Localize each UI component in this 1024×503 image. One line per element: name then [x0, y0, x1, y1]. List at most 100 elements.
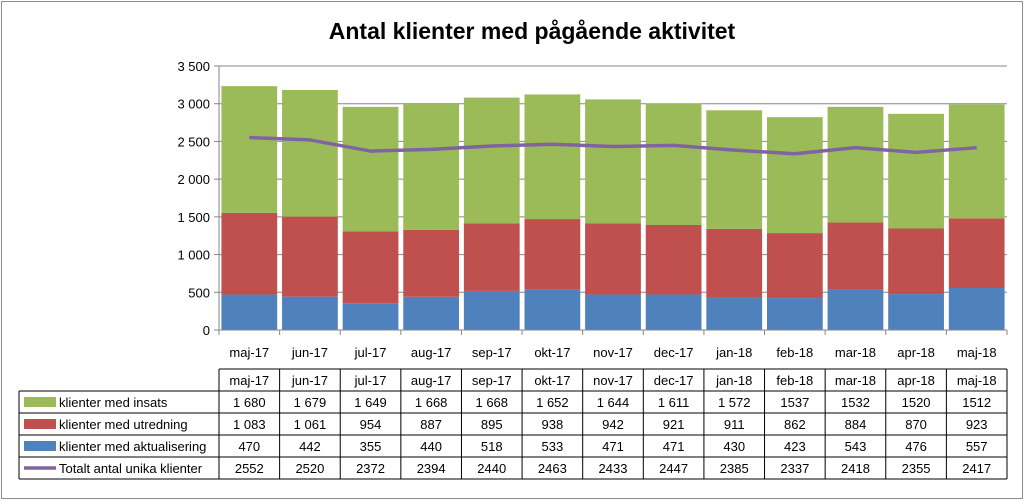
legend-swatch [24, 441, 56, 451]
x-tick-label: jan-18 [715, 345, 752, 360]
table-value-cell: 355 [360, 439, 382, 454]
y-tick-label: 0 [203, 323, 210, 338]
table-value-cell: 887 [420, 417, 442, 432]
table-value-cell: 1512 [962, 395, 991, 410]
bar-segment [888, 113, 944, 229]
legend-label: klienter med insats [59, 395, 168, 410]
table-value-cell: 921 [663, 417, 685, 432]
bar-segment [463, 290, 520, 330]
bar-segment [827, 222, 884, 290]
bar-segment [888, 294, 944, 330]
bar-segment [585, 99, 641, 224]
x-tick-label: maj-18 [957, 345, 997, 360]
table-value-cell: 1520 [902, 395, 931, 410]
table-value-cell: 2552 [235, 461, 264, 476]
table-header-cell: jun-17 [291, 373, 328, 388]
legend-label: klienter med aktualisering [59, 439, 206, 454]
table-value-cell: 2385 [720, 461, 749, 476]
x-tick-label: aug-17 [411, 345, 451, 360]
bar-segment [463, 97, 520, 224]
y-tick-label: 2 000 [177, 172, 210, 187]
bar-segment [827, 289, 884, 330]
legend-label: Totalt antal unika klienter [59, 461, 203, 476]
bar-segment [766, 298, 823, 330]
x-tick-label: mar-18 [835, 345, 876, 360]
table-value-cell: 1 652 [536, 395, 569, 410]
y-tick-label: 3 500 [177, 59, 210, 74]
table-value-cell: 423 [784, 439, 806, 454]
bar-segment [524, 289, 581, 330]
table-value-cell: 518 [481, 439, 503, 454]
x-tick-label: maj-17 [229, 345, 269, 360]
table-value-cell: 1 668 [475, 395, 508, 410]
table-value-cell: 2372 [356, 461, 385, 476]
table-header-cell: aug-17 [411, 373, 451, 388]
table-value-cell: 895 [481, 417, 503, 432]
x-tick-label: okt-17 [534, 345, 570, 360]
bar-segment [282, 216, 338, 297]
bar-segment [766, 117, 823, 234]
table-value-cell: 2440 [477, 461, 506, 476]
table-header-cell: dec-17 [654, 373, 694, 388]
table-header-cell: apr-18 [897, 373, 935, 388]
table-header-cell: jan-18 [715, 373, 752, 388]
bar-segment [645, 225, 702, 295]
table-value-cell: 430 [723, 439, 745, 454]
bar-segment [706, 297, 763, 330]
bar-segment [888, 228, 944, 295]
bar-segment [342, 231, 399, 304]
bar-segment [221, 86, 278, 213]
table-value-cell: 2520 [295, 461, 324, 476]
x-tick-label: dec-17 [654, 345, 694, 360]
total-line-path [249, 135, 977, 156]
table-value-cell: 2337 [780, 461, 809, 476]
bar-segment [948, 104, 1005, 219]
table-value-cell: 2433 [599, 461, 628, 476]
bar-segment [948, 218, 1005, 288]
x-tick-label: jul-17 [354, 345, 387, 360]
total-line [249, 135, 977, 156]
table-header-cell: sep-17 [472, 373, 512, 388]
table-value-cell: 1 679 [294, 395, 327, 410]
x-tick-label: nov-17 [593, 345, 633, 360]
y-tick-label: 2 500 [177, 134, 210, 149]
table-header-cell: feb-18 [776, 373, 813, 388]
table-value-cell: 870 [905, 417, 927, 432]
y-tick-label: 3 000 [177, 97, 210, 112]
table-value-cell: 1 680 [233, 395, 266, 410]
table-value-cell: 2355 [902, 461, 931, 476]
bars [221, 86, 1005, 330]
table-value-cell: 440 [420, 439, 442, 454]
table-value-cell: 557 [966, 439, 988, 454]
legend-label: klienter med utredning [59, 417, 188, 432]
bar-segment [585, 223, 641, 295]
bar-segment [766, 233, 823, 299]
bar-segment [645, 294, 702, 330]
table-value-cell: 942 [602, 417, 624, 432]
table-value-cell: 471 [602, 439, 624, 454]
table-value-cell: 954 [360, 417, 382, 432]
table-value-cell: 471 [663, 439, 685, 454]
table-header-cell: maj-17 [229, 373, 269, 388]
bar-segment [948, 287, 1005, 330]
table-header-cell: okt-17 [534, 373, 570, 388]
y-tick-label: 1 500 [177, 210, 210, 225]
table-value-cell: 1 649 [354, 395, 387, 410]
table-value-cell: 2417 [962, 461, 991, 476]
bar-segment [585, 294, 641, 330]
table-value-cell: 1 611 [658, 395, 690, 410]
x-tick-label: feb-18 [776, 345, 813, 360]
table-value-cell: 1 083 [233, 417, 266, 432]
bar-segment [342, 106, 399, 232]
table-value-cell: 1537 [780, 395, 809, 410]
legend-swatch [24, 397, 56, 407]
bar-segment [403, 229, 460, 297]
chart-title: Antal klienter med pågående aktivitet [329, 18, 736, 44]
bar-segment [706, 228, 763, 298]
axes: 0 500 1 000 1 500 2 000 2 500 3 000 3 500 maj-17… [177, 59, 1008, 360]
table-value-cell: 1532 [841, 395, 870, 410]
bar-segment [221, 212, 278, 295]
bar-segment [645, 103, 702, 226]
